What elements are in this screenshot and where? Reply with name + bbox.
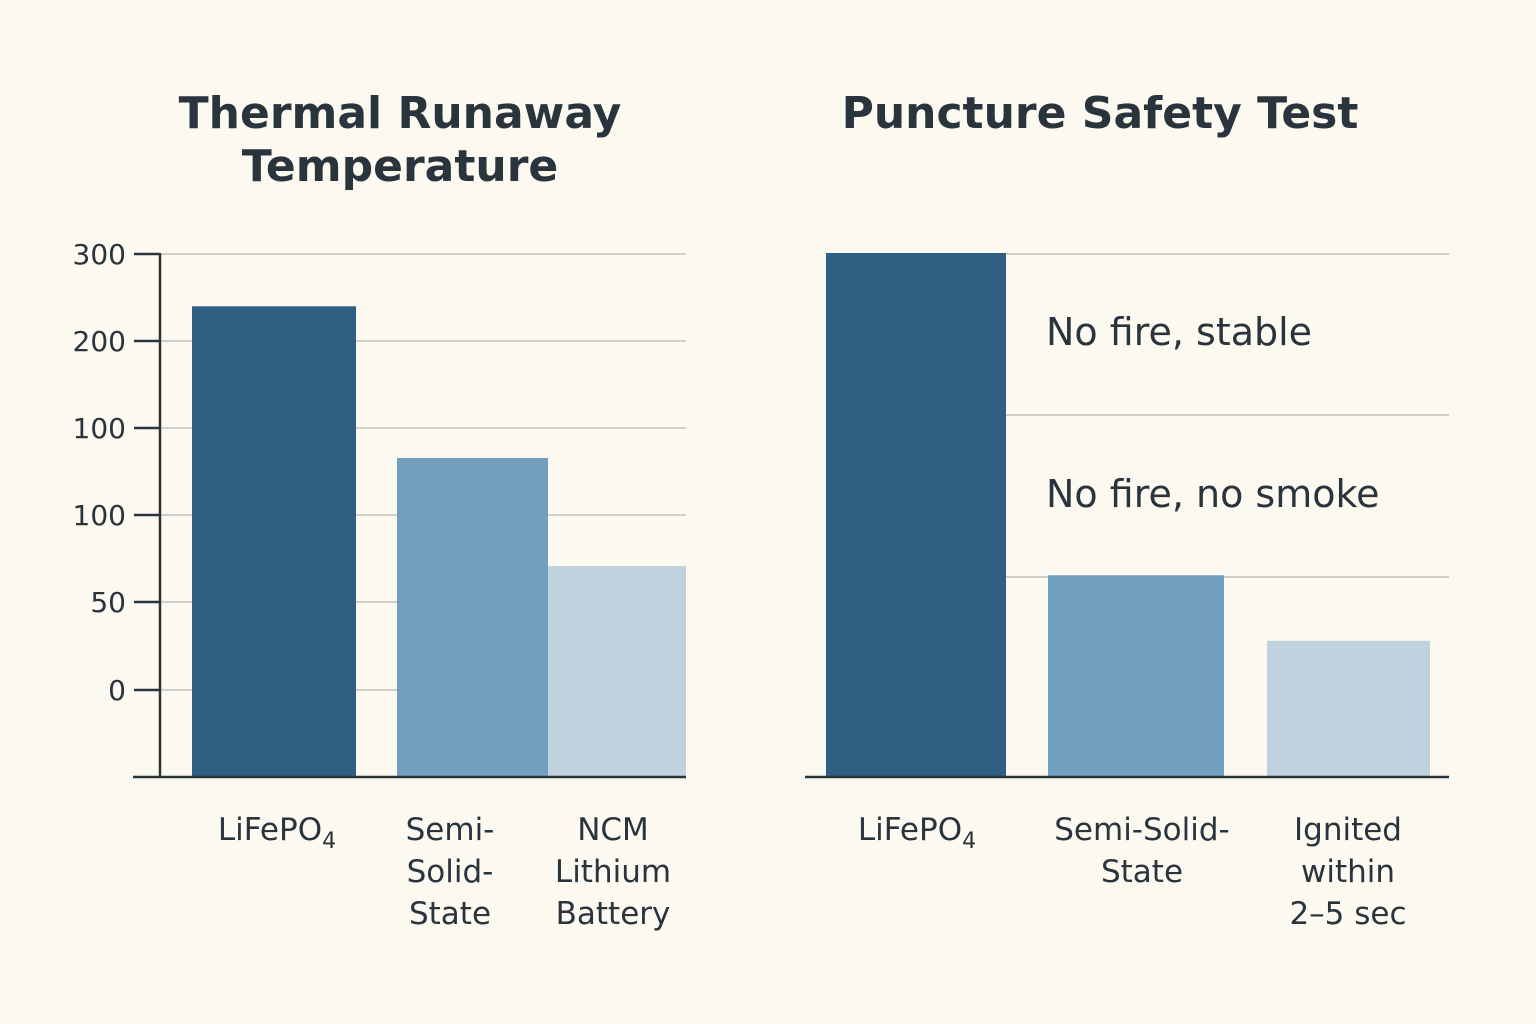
x-category-label: Semi- <box>406 812 495 848</box>
y-tick-label: 200 <box>73 325 126 358</box>
x-category-label: State <box>1101 854 1183 890</box>
x-category-label: Solid- <box>407 854 494 890</box>
y-tick-label: 0 <box>108 674 126 707</box>
bar <box>1048 575 1224 777</box>
x-category-label: Lithium <box>555 854 671 890</box>
puncture-safety-chart: Puncture Safety Test No fire, stable No f… <box>805 88 1449 932</box>
bar <box>1267 640 1430 777</box>
x-category-label: LiFePO4 <box>218 812 336 854</box>
x-category-label: Battery <box>556 896 671 932</box>
y-tick-label: 100 <box>73 499 126 532</box>
chart-title-line-2: Temperature <box>242 141 559 192</box>
y-tick-label: 100 <box>73 412 126 445</box>
y-tick-label: 50 <box>90 586 126 619</box>
x-category-label: NCM <box>577 812 649 848</box>
bar <box>397 457 548 777</box>
chart-title: Puncture Safety Test <box>842 88 1359 139</box>
bar <box>548 566 686 777</box>
bar <box>192 306 356 777</box>
annotation-label: No fire, stable <box>1046 310 1312 354</box>
x-category-label: Ignited <box>1294 812 1402 848</box>
y-tick-label: 300 <box>73 238 126 271</box>
x-category-label: LiFePO4 <box>858 812 976 854</box>
x-category-label: Semi-Solid- <box>1054 812 1229 848</box>
chart-title-line-1: Thermal Runaway <box>179 88 622 139</box>
annotation-label: No fire, no smoke <box>1046 472 1380 516</box>
x-category-label: State <box>409 896 491 932</box>
thermal-runaway-chart: Thermal Runaway Temperature 300 200 100 100… <box>73 88 686 932</box>
bar <box>826 253 1006 777</box>
x-category-label: 2–5 sec <box>1289 896 1406 932</box>
x-category-label: within <box>1301 854 1395 890</box>
